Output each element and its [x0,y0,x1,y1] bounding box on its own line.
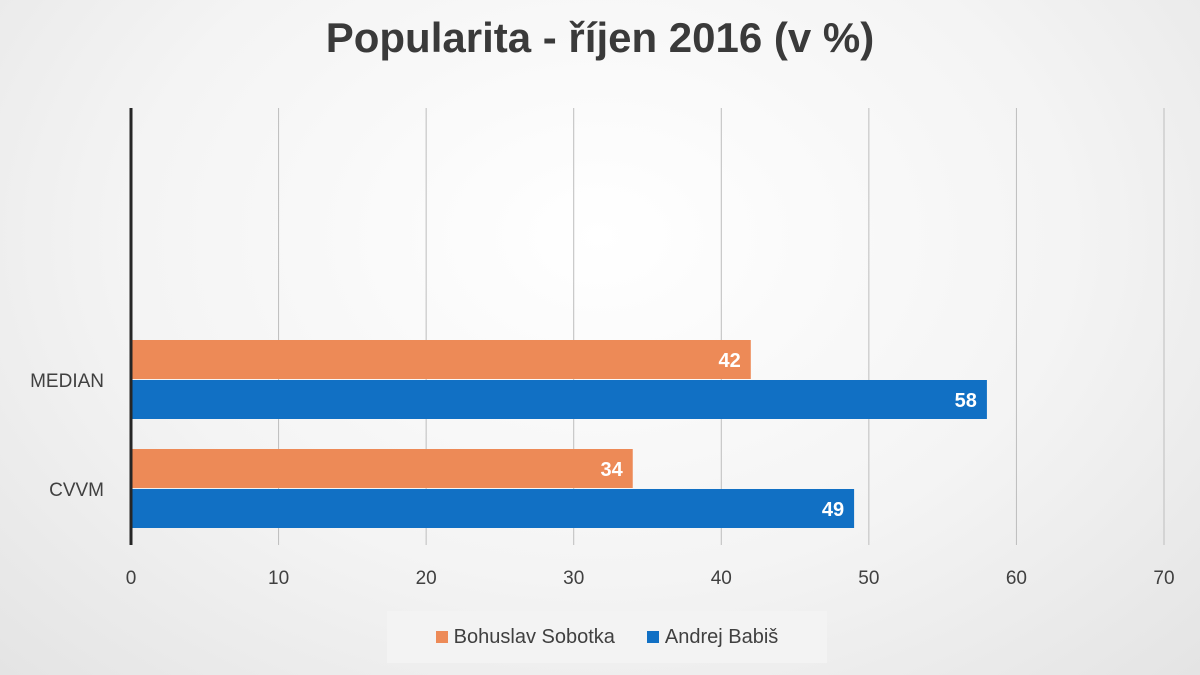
x-tick-label-30: 30 [563,568,584,589]
chart-plot-area: 0 10 20 30 40 50 60 70 42 58 MEDIAN 34 49 CVVM [30,108,1175,589]
legend-item-babis: Andrej Babiš [646,625,779,649]
legend-swatch-sobotka [435,631,448,643]
legend-swatch-babis [646,631,659,643]
x-tick-label-60: 60 [1006,568,1027,589]
bar-cvvm-series-0 [131,449,633,488]
data-label-median-series-1: 58 [955,390,977,412]
data-label-cvvm-series-1: 49 [822,499,844,521]
data-label-median-series-0: 42 [719,350,741,372]
chart-title: Popularita - říjen 2016 (v %) [325,14,875,61]
y-tick-label-cvvm: CVVM [49,480,104,501]
bar-median-series-1 [131,380,987,419]
x-tick-label-20: 20 [416,568,437,589]
chart-legend: Bohuslav Sobotka Andrej Babiš [387,611,827,663]
x-tick-label-0: 0 [126,568,137,589]
legend-label-sobotka: Bohuslav Sobotka [453,625,615,648]
y-tick-label-median: MEDIAN [30,371,104,392]
data-label-cvvm-series-0: 34 [600,459,623,481]
x-tick-label-50: 50 [858,568,879,589]
legend-item-sobotka: Bohuslav Sobotka [435,625,615,649]
x-tick-label-10: 10 [268,568,289,589]
x-tick-label-70: 70 [1153,568,1174,589]
legend-label-babis: Andrej Babiš [664,625,779,648]
bar-cvvm-series-1 [131,489,855,528]
bar-median-series-0 [131,340,751,379]
x-tick-label-40: 40 [711,568,732,589]
